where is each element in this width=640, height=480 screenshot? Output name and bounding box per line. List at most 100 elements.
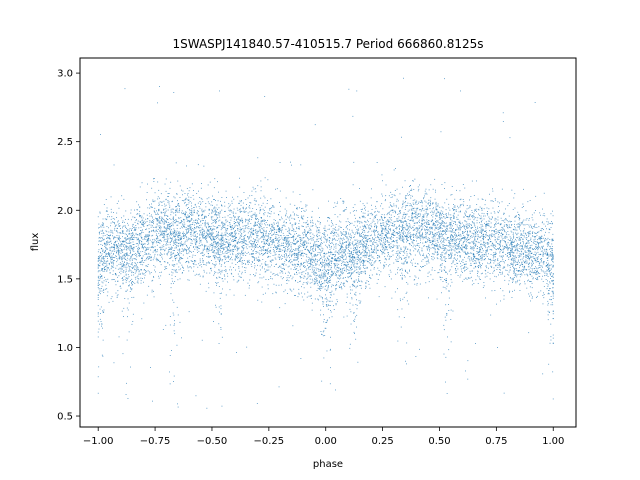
- data-point: [260, 232, 262, 233]
- data-point: [339, 237, 341, 239]
- data-point: [523, 256, 525, 257]
- data-point: [513, 236, 515, 238]
- data-point: [152, 259, 154, 261]
- data-point: [536, 260, 538, 262]
- data-point: [548, 241, 549, 243]
- data-point: [181, 258, 183, 260]
- data-point: [187, 208, 188, 209]
- data-point: [540, 241, 542, 243]
- data-point: [439, 211, 441, 213]
- data-point: [470, 224, 472, 225]
- data-point: [413, 236, 415, 238]
- data-point: [365, 260, 367, 262]
- data-point: [190, 226, 192, 228]
- data-point: [413, 225, 415, 226]
- data-point: [446, 393, 448, 394]
- data-point: [158, 202, 160, 204]
- data-point: [345, 227, 347, 229]
- data-point: [240, 229, 242, 231]
- data-point: [402, 236, 404, 238]
- data-point: [337, 233, 339, 235]
- data-point: [302, 242, 304, 244]
- data-point: [337, 253, 339, 255]
- data-point: [312, 280, 314, 282]
- data-point: [130, 264, 132, 265]
- data-point: [145, 253, 147, 255]
- data-point: [259, 207, 261, 209]
- data-point: [451, 254, 453, 256]
- data-point: [369, 238, 370, 239]
- data-point: [439, 269, 441, 271]
- data-point: [194, 248, 196, 250]
- data-point: [358, 257, 359, 258]
- data-point: [393, 221, 395, 223]
- data-point: [301, 208, 302, 209]
- data-point: [170, 252, 172, 254]
- data-point: [330, 233, 332, 234]
- data-point: [151, 291, 153, 293]
- data-point: [175, 234, 177, 236]
- data-point: [279, 162, 281, 163]
- data-point: [231, 273, 233, 275]
- data-point: [537, 261, 539, 263]
- data-point: [309, 274, 311, 276]
- data-point: [240, 201, 242, 203]
- data-point: [499, 269, 501, 270]
- data-point: [296, 207, 298, 209]
- data-point: [294, 252, 295, 254]
- data-point: [220, 248, 222, 249]
- data-point: [203, 235, 205, 237]
- data-point: [216, 219, 217, 220]
- data-point: [473, 195, 475, 196]
- data-point: [118, 235, 120, 237]
- data-point: [372, 256, 374, 258]
- data-point: [353, 257, 355, 259]
- data-point: [552, 283, 554, 285]
- data-point: [125, 210, 127, 212]
- data-point: [472, 259, 474, 261]
- data-point: [482, 255, 484, 257]
- data-point: [396, 251, 398, 253]
- data-point: [416, 222, 418, 224]
- data-point: [550, 323, 552, 325]
- data-point: [335, 389, 336, 391]
- data-point: [313, 273, 315, 275]
- data-point: [286, 237, 288, 239]
- data-point: [289, 243, 290, 245]
- data-point: [465, 247, 467, 248]
- data-point: [188, 311, 190, 313]
- data-point: [307, 291, 309, 293]
- data-point: [391, 205, 393, 207]
- data-point: [216, 227, 218, 229]
- data-point: [282, 245, 284, 247]
- data-point: [333, 248, 335, 250]
- data-point: [114, 244, 116, 246]
- data-point: [285, 237, 287, 239]
- data-point: [141, 247, 143, 249]
- data-point: [117, 281, 119, 282]
- data-point: [435, 244, 437, 246]
- data-point: [251, 230, 253, 232]
- data-point: [443, 248, 445, 249]
- data-point: [190, 235, 192, 237]
- data-point: [196, 246, 198, 248]
- data-point: [140, 255, 141, 256]
- data-point: [115, 242, 116, 244]
- data-point: [546, 243, 548, 245]
- data-point: [475, 233, 477, 235]
- data-point: [201, 234, 202, 236]
- data-point: [230, 272, 232, 274]
- data-point: [209, 229, 211, 231]
- data-point: [389, 213, 390, 215]
- data-point: [409, 226, 411, 228]
- data-point: [118, 223, 120, 224]
- data-point: [173, 381, 174, 382]
- data-point: [126, 227, 127, 229]
- data-point: [258, 227, 260, 229]
- data-point: [324, 264, 326, 265]
- data-point: [454, 198, 456, 200]
- data-point: [257, 218, 258, 219]
- data-point: [262, 254, 264, 256]
- data-point: [402, 205, 404, 207]
